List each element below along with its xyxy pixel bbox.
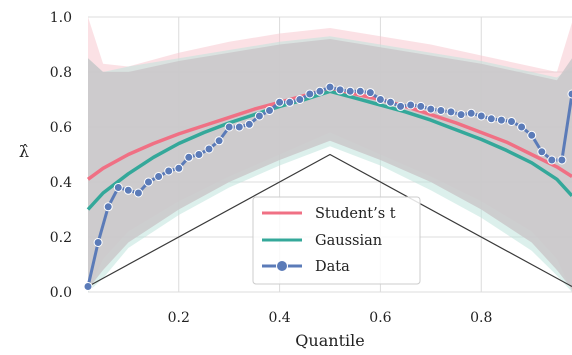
- data-point: [325, 82, 335, 92]
- data-point: [214, 136, 224, 146]
- data-point: [527, 130, 537, 140]
- y-tick-label: 1.0: [50, 10, 72, 26]
- legend: Student’s t Gaussian Data: [252, 196, 421, 285]
- data-point: [406, 100, 416, 110]
- data-point: [416, 101, 426, 111]
- x-tick-label: 0.6: [369, 310, 391, 326]
- reference-line: [87, 153, 572, 288]
- data-point: [113, 183, 123, 192]
- data-point: [265, 106, 274, 115]
- data-point: [123, 185, 133, 195]
- data-point: [496, 115, 506, 125]
- legend-marker-data: [276, 260, 288, 272]
- data-point: [305, 89, 315, 99]
- data-point: [174, 163, 184, 173]
- data-point: [375, 95, 385, 104]
- data-point: [335, 85, 345, 95]
- tick-labels: 0.2 0.4 0.6 0.8 0.0 0.2 0.4 0.6 0.8 1.0: [50, 10, 493, 326]
- data-point: [83, 282, 93, 291]
- data-point: [345, 86, 355, 96]
- x-tick-label: 0.2: [168, 310, 190, 326]
- y-tick-label: 0.4: [50, 175, 72, 191]
- y-tick-label: 0.6: [50, 120, 72, 136]
- y-tick-label: 0.2: [50, 230, 72, 246]
- data-point: [456, 110, 466, 120]
- data-markers: [83, 82, 572, 291]
- legend-label-gaussian: Gaussian: [315, 233, 382, 249]
- data-point: [295, 95, 305, 104]
- data-point: [254, 111, 264, 121]
- x-tick-label: 0.4: [268, 310, 290, 326]
- data-point: [184, 152, 194, 162]
- y-tick-label: 0.8: [50, 65, 72, 81]
- x-tick-label: 0.8: [470, 310, 492, 326]
- data-point: [355, 86, 365, 96]
- data-point: [396, 101, 406, 111]
- data-point: [547, 155, 557, 165]
- data-point: [507, 117, 516, 126]
- legend-label-data: Data: [315, 259, 350, 275]
- data-point: [164, 166, 174, 176]
- data-point: [315, 86, 325, 96]
- data-point: [486, 114, 496, 124]
- data-point: [537, 147, 547, 157]
- data-point: [426, 104, 436, 114]
- data-point: [567, 89, 572, 99]
- legend-box: [252, 196, 421, 285]
- data-point: [557, 155, 567, 165]
- data-point: [446, 107, 456, 117]
- y-axis-label: λ̂: [19, 142, 29, 161]
- confidence-bands: [88, 17, 572, 292]
- data-point: [386, 97, 395, 107]
- legend-label-student-t: Student’s t: [315, 206, 396, 222]
- data-point: [517, 122, 527, 132]
- data-point: [275, 97, 285, 107]
- data-point: [194, 150, 204, 159]
- data-point: [93, 238, 103, 247]
- y-tick-label: 0.0: [50, 285, 72, 301]
- band-2: [88, 39, 572, 290]
- data-point: [224, 122, 234, 132]
- data-point: [244, 119, 254, 129]
- data-point: [466, 108, 476, 118]
- data-point: [285, 97, 295, 107]
- data-point: [436, 106, 446, 115]
- x-axis-label: Quantile: [295, 331, 364, 350]
- data-point: [154, 172, 164, 181]
- data-point: [234, 122, 244, 132]
- data-point: [204, 144, 214, 154]
- data-point: [476, 111, 486, 121]
- data-point: [133, 188, 143, 198]
- data-point: [103, 202, 113, 212]
- data-point: [144, 177, 153, 187]
- data-point: [365, 88, 375, 98]
